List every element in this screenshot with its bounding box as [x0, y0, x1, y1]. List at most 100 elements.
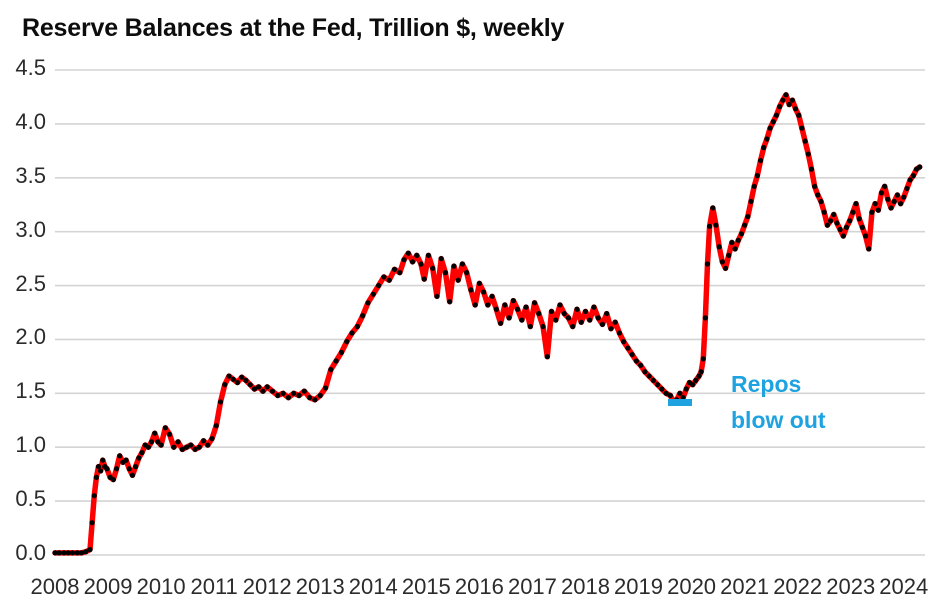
- data-point-marker: [344, 339, 350, 345]
- data-point-marker: [704, 261, 711, 267]
- data-point-marker: [544, 354, 550, 360]
- data-point-marker: [802, 138, 808, 144]
- data-point-marker: [285, 395, 292, 401]
- data-point-marker: [856, 216, 862, 222]
- data-point-markers: [52, 92, 923, 556]
- data-point-marker: [646, 373, 652, 379]
- data-point-marker: [234, 379, 241, 386]
- data-point-marker: [405, 250, 411, 256]
- data-point-marker: [523, 304, 529, 310]
- data-point-marker: [381, 274, 387, 280]
- data-point-marker: [789, 97, 795, 103]
- data-point-marker: [481, 289, 487, 295]
- data-point-marker: [570, 323, 576, 330]
- x-axis-tick-label: 2023: [826, 574, 876, 599]
- data-point-marker: [548, 308, 555, 315]
- data-point-marker: [680, 395, 686, 401]
- data-point-marker: [418, 261, 424, 267]
- data-point-marker: [853, 201, 859, 207]
- data-point-marker: [251, 386, 258, 392]
- data-point-marker: [850, 209, 856, 215]
- data-point-marker: [205, 442, 211, 448]
- data-point-marker: [591, 304, 597, 310]
- data-point-marker: [536, 310, 542, 317]
- y-axis-tick-label: 3.0: [15, 216, 46, 242]
- data-point-marker: [307, 395, 313, 401]
- data-point-marker: [269, 388, 276, 394]
- data-point-marker: [175, 439, 181, 445]
- data-point-marker: [438, 256, 444, 262]
- x-axis-tick-label: 2018: [561, 574, 610, 599]
- data-point-marker: [502, 302, 508, 308]
- data-point-marker: [264, 384, 270, 390]
- data-point-marker: [126, 466, 132, 472]
- data-point-marker: [179, 446, 185, 452]
- data-point-marker: [519, 317, 525, 323]
- data-point-marker: [894, 192, 901, 198]
- data-point-marker: [239, 374, 245, 380]
- data-point-marker: [663, 390, 669, 396]
- data-point-marker: [866, 246, 872, 252]
- x-axis-tick-label: 2021: [720, 574, 770, 599]
- data-point-marker: [527, 323, 533, 330]
- data-point-marker: [531, 300, 538, 306]
- data-point-marker: [338, 349, 345, 355]
- data-point-marker: [117, 453, 123, 459]
- data-point-marker: [230, 376, 236, 382]
- data-point-marker: [796, 112, 802, 118]
- data-point-marker: [859, 224, 866, 230]
- data-point-marker: [599, 321, 606, 327]
- data-point-marker: [104, 466, 110, 472]
- data-point-marker: [158, 442, 164, 448]
- y-axis-tick-label: 3.5: [15, 162, 46, 188]
- data-point-marker: [162, 425, 168, 431]
- data-point-marker: [767, 125, 773, 131]
- data-point-marker: [275, 392, 281, 399]
- data-point-marker: [493, 306, 499, 312]
- data-point-marker: [917, 164, 923, 170]
- data-point-marker: [93, 474, 99, 480]
- data-point-marker: [629, 351, 635, 358]
- data-point-marker: [291, 390, 297, 396]
- data-point-marker: [891, 198, 897, 205]
- data-point-marker: [745, 213, 751, 220]
- data-point-marker: [113, 466, 120, 472]
- data-point-marker: [710, 205, 716, 211]
- gridlines: [55, 69, 925, 556]
- data-point-marker: [498, 320, 504, 326]
- data-point-marker: [78, 550, 85, 556]
- data-point-marker: [540, 323, 546, 330]
- data-point-marker: [827, 218, 834, 224]
- data-point-marker: [633, 358, 640, 364]
- data-point-marker: [885, 196, 891, 202]
- data-point-marker: [792, 106, 799, 112]
- data-point-marker: [69, 550, 76, 556]
- y-axis-tick-label: 0.0: [15, 540, 46, 565]
- data-point-marker: [729, 239, 735, 246]
- data-point-marker: [904, 185, 910, 192]
- data-point-marker: [748, 198, 754, 205]
- data-point-marker: [421, 276, 427, 282]
- data-point-marker: [83, 549, 89, 555]
- data-point-marker: [489, 293, 495, 299]
- data-point-marker: [764, 136, 770, 142]
- data-point-marker: [716, 244, 722, 250]
- data-point-marker: [280, 390, 286, 396]
- data-point-marker: [799, 125, 805, 131]
- data-point-marker: [831, 211, 837, 218]
- data-point-marker: [409, 259, 416, 265]
- data-point-marker: [700, 356, 706, 362]
- data-point-marker: [621, 339, 627, 345]
- data-point-marker: [553, 317, 559, 323]
- data-point-marker: [455, 277, 461, 283]
- data-point-marker: [110, 476, 116, 483]
- data-point-marker: [910, 173, 916, 179]
- data-point-marker: [472, 302, 478, 308]
- data-point-marker: [376, 282, 382, 289]
- data-point-marker: [901, 194, 907, 200]
- data-point-marker: [196, 444, 202, 450]
- data-point-marker: [506, 315, 512, 321]
- data-point-marker: [183, 444, 190, 450]
- data-point-marker: [650, 377, 656, 383]
- data-point-marker: [698, 369, 704, 375]
